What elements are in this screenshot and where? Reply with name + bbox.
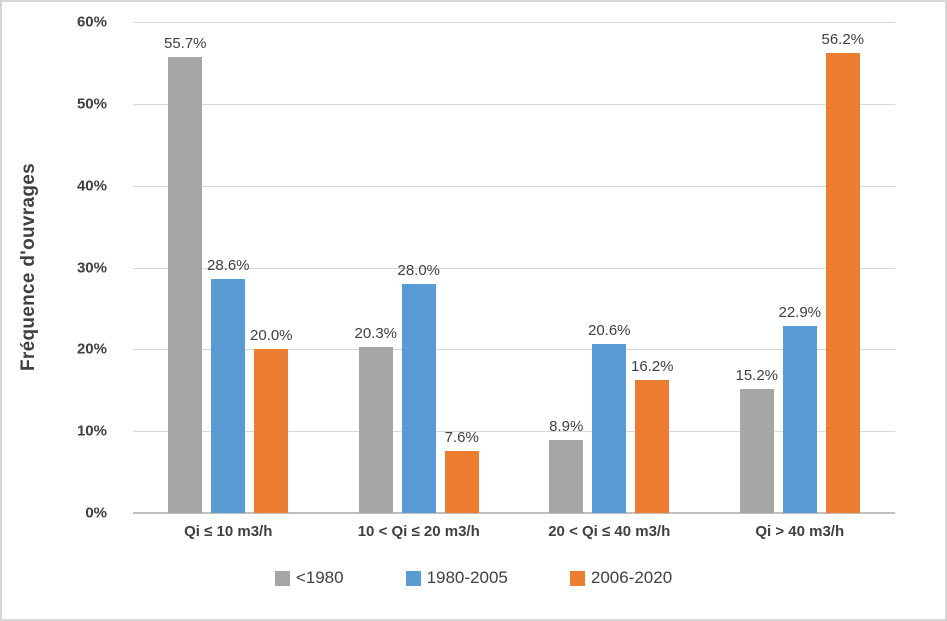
x-axis-category-label: 20 < Qi ≤ 40 m3/h: [548, 523, 671, 540]
legend-item: 2006-2020: [569, 568, 673, 588]
legend-label: 1980-2005: [426, 568, 508, 587]
gridline: [133, 349, 895, 351]
y-axis-tick-label: 10%: [76, 422, 107, 440]
x-axis-category-label: Qi ≤ 10 m3/h: [184, 523, 273, 540]
bar-value-label: 28.0%: [397, 261, 441, 279]
gridline: [133, 267, 895, 269]
bar-value-label: 8.9%: [549, 418, 584, 436]
bar: 22.9%: [778, 304, 821, 513]
gridline: [133, 22, 895, 23]
bar-value-label: 20.3%: [354, 324, 398, 342]
bar-value-label: 55.7%: [163, 35, 207, 53]
bar: 20.3%: [354, 325, 397, 513]
y-axis-tick-label: 60%: [76, 13, 107, 31]
legend-label: <1980: [295, 568, 344, 587]
bar: 28.0%: [397, 262, 440, 513]
bar: 56.2%: [821, 31, 864, 513]
bar-value-label: 56.2%: [821, 31, 865, 49]
y-axis-tick-label: 20%: [76, 340, 107, 358]
legend-swatch-icon: [405, 570, 421, 586]
bar-value-label: 22.9%: [778, 303, 822, 321]
gridline: [133, 185, 895, 187]
y-axis-tick-label: 40%: [76, 177, 107, 195]
bar-value-label: 28.6%: [206, 256, 250, 274]
bar-value-label: 20.6%: [587, 322, 631, 340]
legend-item: <1980: [274, 568, 344, 588]
y-axis-tick-labels: 0% 10% 20% 30% 40% 50% 60%: [2, 14, 107, 522]
bar-group: 15.2% 22.9% 56.2%: [705, 22, 896, 513]
legend-label: 2006-2020: [590, 568, 673, 587]
x-axis-category-label: Qi > 40 m3/h: [755, 523, 845, 540]
bar: 20.0%: [250, 327, 293, 513]
bar-value-label: 7.6%: [444, 428, 479, 446]
x-axis-category-labels: Qi ≤ 10 m3/h 10 < Qi ≤ 20 m3/h 20 < Qi ≤ 4…: [133, 523, 895, 540]
y-axis-tick-label: 50%: [76, 95, 107, 113]
legend-swatch-icon: [569, 570, 585, 586]
bar-groups-layer: 55.7% 28.6% 20.0% 20.3% 28.0% 7.6% 8.9% 20.6% 16…: [133, 22, 895, 513]
x-axis-line: [133, 512, 895, 514]
bar: 20.6%: [588, 322, 631, 513]
bar-value-label: 15.2%: [735, 366, 779, 384]
bar-group: 55.7% 28.6% 20.0%: [133, 22, 324, 513]
bar-group: 20.3% 28.0% 7.6%: [324, 22, 515, 513]
gridline: [133, 103, 895, 105]
bar: 15.2%: [735, 367, 778, 513]
legend-swatch-icon: [274, 570, 290, 586]
y-axis-tick-label: 30%: [76, 259, 107, 276]
x-axis-category-label: 10 < Qi ≤ 20 m3/h: [357, 523, 480, 540]
plot-area: 55.7% 28.6% 20.0% 20.3% 28.0% 7.6% 8.9% 20.6% 16…: [133, 22, 895, 514]
bar: 28.6%: [207, 257, 250, 513]
legend: <1980 1980-2005 2006-2020: [2, 568, 945, 588]
bar-group: 8.9% 20.6% 16.2%: [514, 22, 705, 513]
bar-value-label: 20.0%: [249, 327, 293, 345]
bar: 7.6%: [445, 429, 479, 513]
gridline: [133, 431, 895, 433]
bar-value-label: 16.2%: [630, 358, 674, 376]
bar: 55.7%: [164, 35, 207, 513]
legend-item: 1980-2005: [405, 568, 508, 588]
bar: 16.2%: [631, 358, 674, 513]
y-axis-tick-label: 0%: [85, 504, 107, 522]
bar: 8.9%: [549, 418, 583, 513]
